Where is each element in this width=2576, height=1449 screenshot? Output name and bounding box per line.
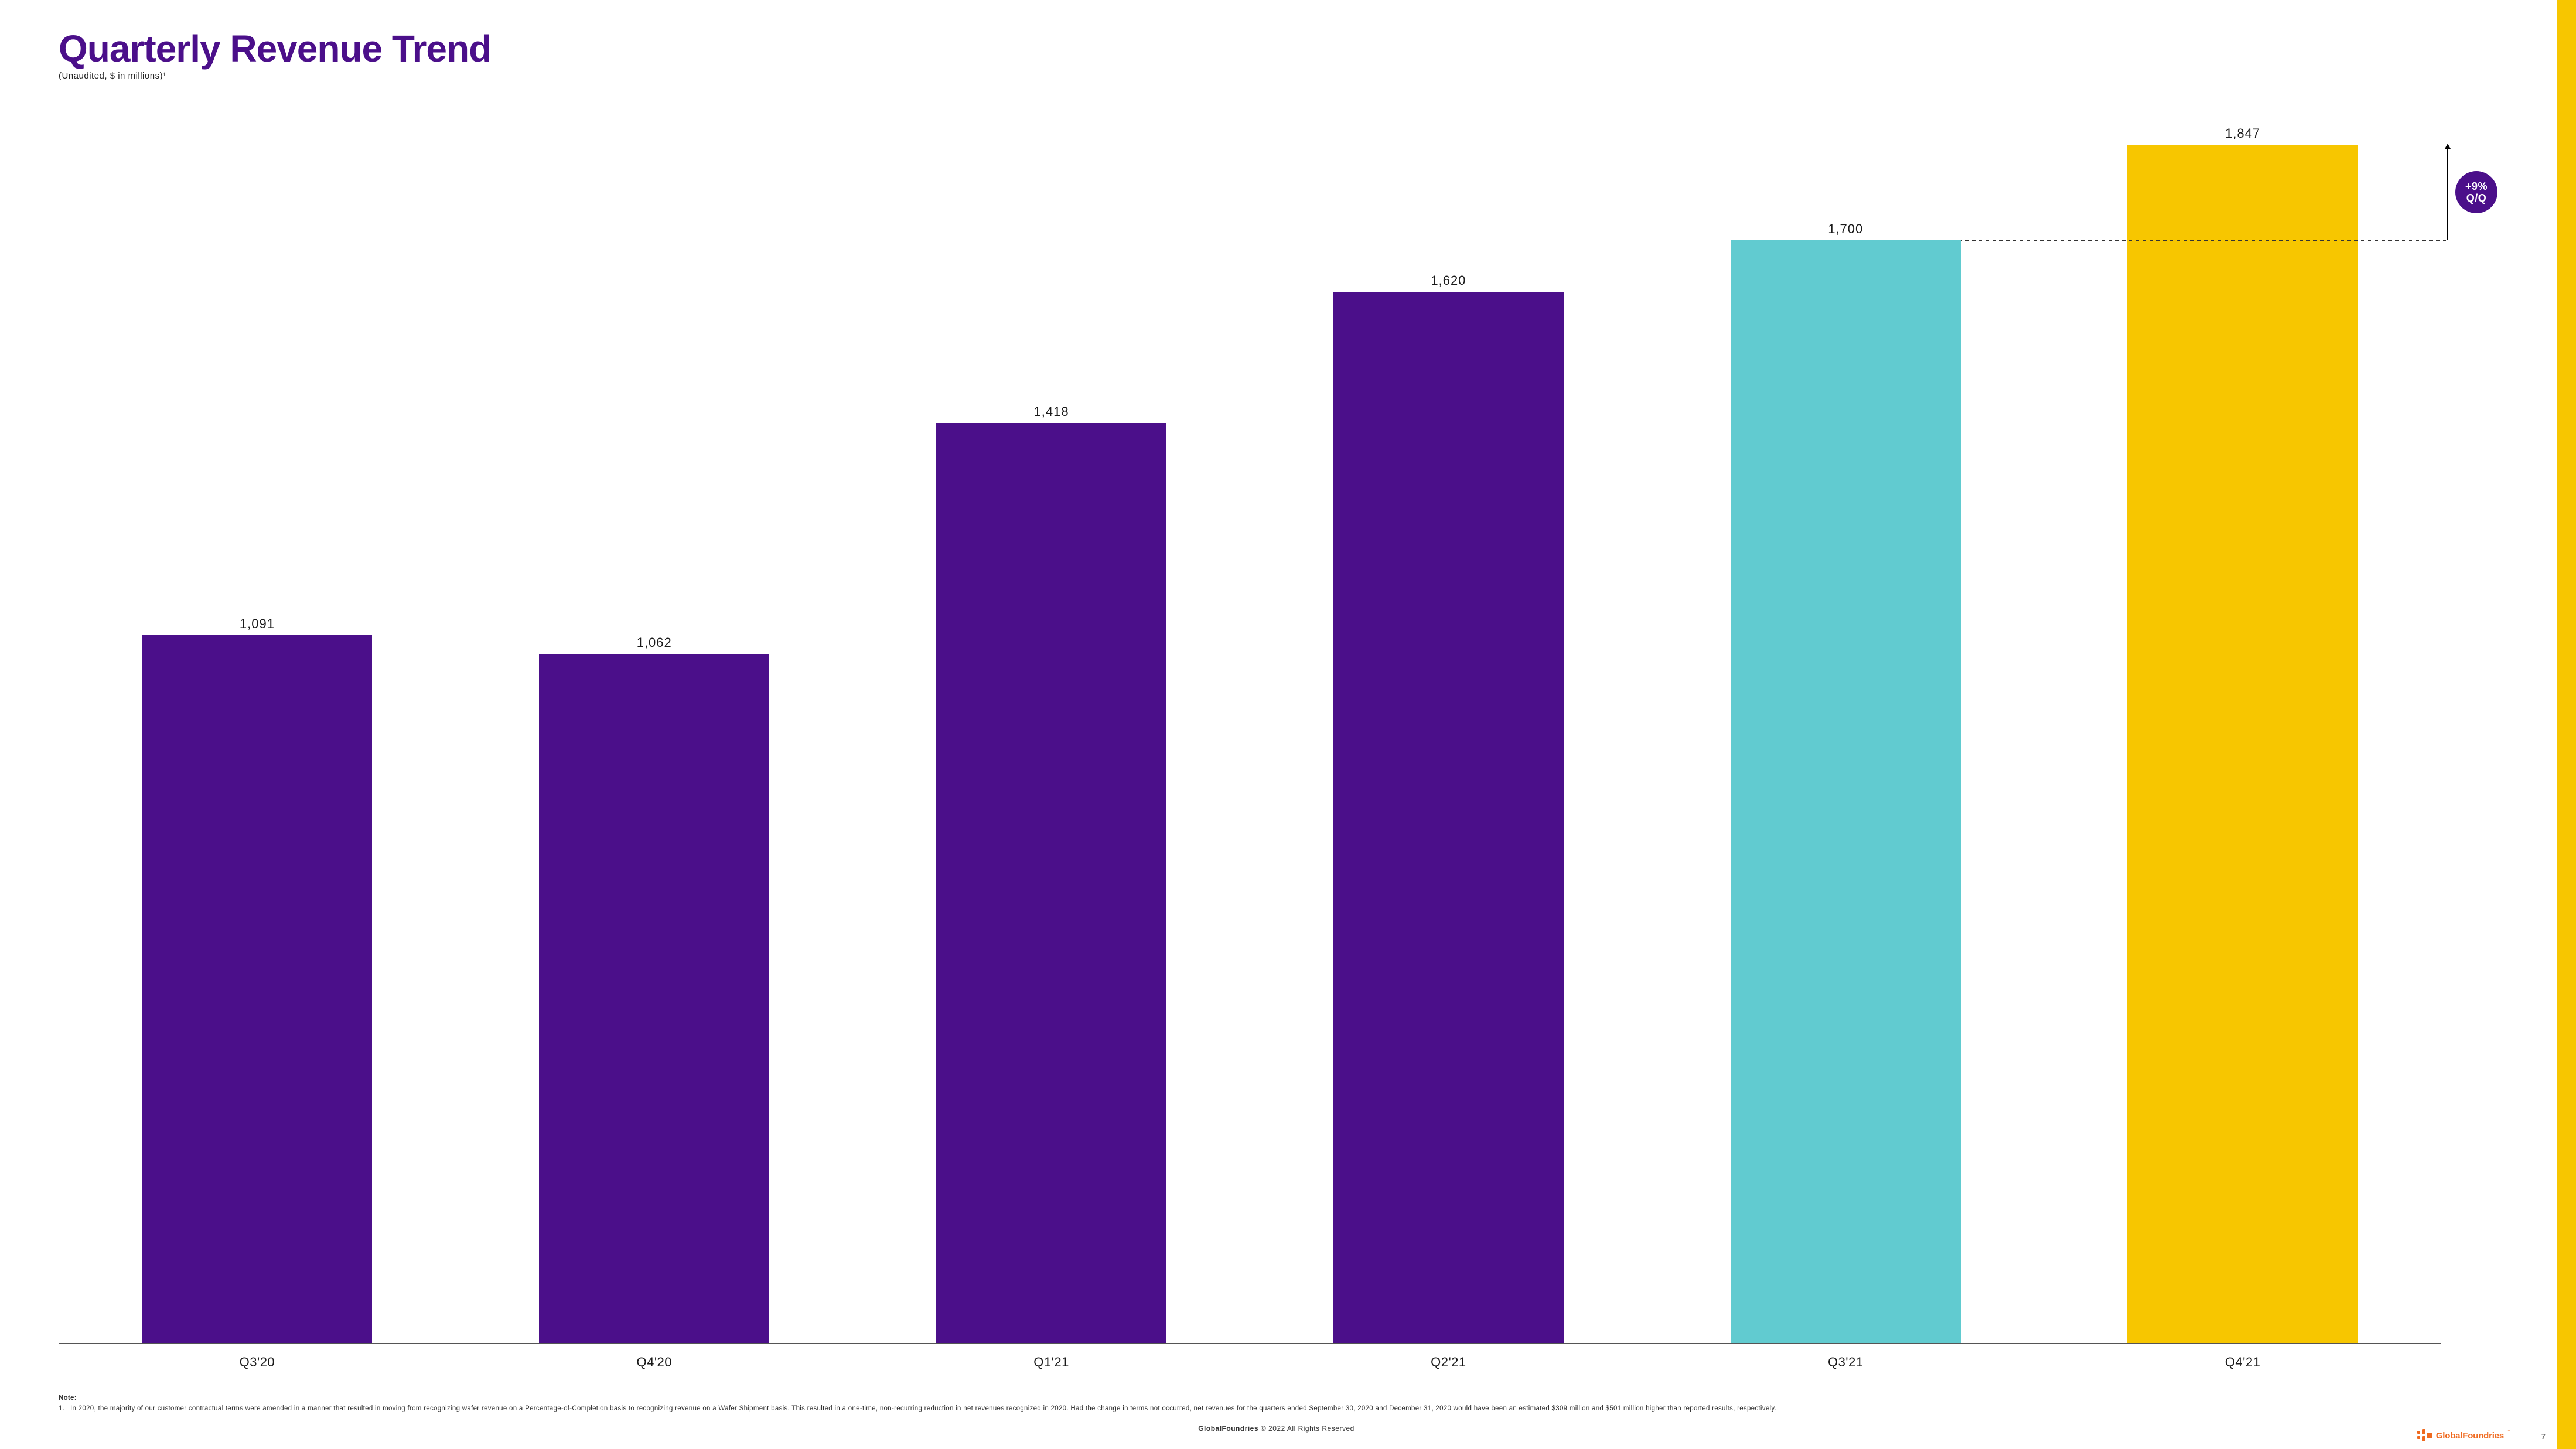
revenue-chart: 1,0911,0621,4181,6201,7001,847 Q3'20Q4'2… (59, 97, 2512, 1378)
slide-subtitle: (Unaudited, $ in millions)¹ (59, 71, 2512, 81)
brand-name: GlobalFoundries (2436, 1431, 2504, 1441)
badge-line-1: +9% (2465, 180, 2488, 193)
bar-value-label: 1,847 (2225, 126, 2260, 141)
copyright-rest: © 2022 All Rights Reserved (1258, 1424, 1354, 1433)
bar: 1,091 (142, 635, 372, 1343)
bar-value-label: 1,091 (240, 616, 275, 632)
category-label: Q4'20 (456, 1349, 853, 1378)
globalfoundries-icon (2417, 1429, 2432, 1442)
callout-line (1961, 240, 2447, 241)
bar: 1,418 (936, 423, 1166, 1343)
badge-line-2: Q/Q (2466, 192, 2487, 204)
category-label: Q1'21 (853, 1349, 1250, 1378)
category-label: Q4'21 (2044, 1349, 2441, 1378)
bar-slot: 1,418 (853, 97, 1250, 1342)
trademark-icon: ™ (2506, 1430, 2510, 1434)
footer: GlobalFoundries © 2022 All Rights Reserv… (0, 1424, 2553, 1441)
bar-slot: 1,091 (59, 97, 456, 1342)
chart-category-labels: Q3'20Q4'20Q1'21Q2'21Q3'21Q4'21 (59, 1349, 2441, 1378)
slide-title: Quarterly Revenue Trend (59, 29, 2512, 69)
chart-bars: 1,091 1,062 1,418 1,620 1,700 1,847 (59, 97, 2441, 1342)
bar-value-label: 1,620 (1431, 273, 1466, 288)
arrow-up-icon (2445, 144, 2451, 149)
bar-value-label: 1,700 (1828, 221, 1863, 237)
bar-slot: 1,620 (1250, 97, 1647, 1342)
note-item: 1. In 2020, the majority of our customer… (59, 1404, 2476, 1414)
category-label: Q3'20 (59, 1349, 456, 1378)
growth-badge: +9%Q/Q (2455, 171, 2497, 213)
category-label: Q3'21 (1647, 1349, 2044, 1378)
note-item-text: In 2020, the majority of our customer co… (70, 1404, 1776, 1414)
bar: 1,620 (1333, 292, 1564, 1342)
bar-value-label: 1,062 (637, 635, 672, 650)
slide: Quarterly Revenue Trend (Unaudited, $ in… (0, 0, 2576, 1449)
note-item-number: 1. (59, 1404, 70, 1414)
copyright: GlobalFoundries © 2022 All Rights Reserv… (1198, 1424, 1354, 1433)
accent-strip (2557, 0, 2576, 1449)
bar: 1,062 (539, 654, 769, 1343)
bar: 1,847 (2127, 145, 2357, 1343)
brand-logo: GlobalFoundries™ (2417, 1429, 2512, 1442)
bar-slot: 1,700 (1647, 97, 2044, 1342)
callout-bracket (2447, 145, 2448, 240)
bar-value-label: 1,418 (1034, 404, 1069, 420)
bar-slot: 1,062 (456, 97, 853, 1342)
chart-plot-area: 1,091 1,062 1,418 1,620 1,700 1,847 (59, 97, 2441, 1344)
bar: 1,700 (1731, 240, 1961, 1343)
bar-slot: 1,847 (2044, 97, 2441, 1342)
copyright-brand: GlobalFoundries (1198, 1424, 1258, 1433)
note-block: Note: 1. In 2020, the majority of our cu… (59, 1393, 2512, 1414)
category-label: Q2'21 (1250, 1349, 1647, 1378)
page-number: 7 (2541, 1432, 2546, 1441)
note-heading: Note: (59, 1393, 2476, 1403)
